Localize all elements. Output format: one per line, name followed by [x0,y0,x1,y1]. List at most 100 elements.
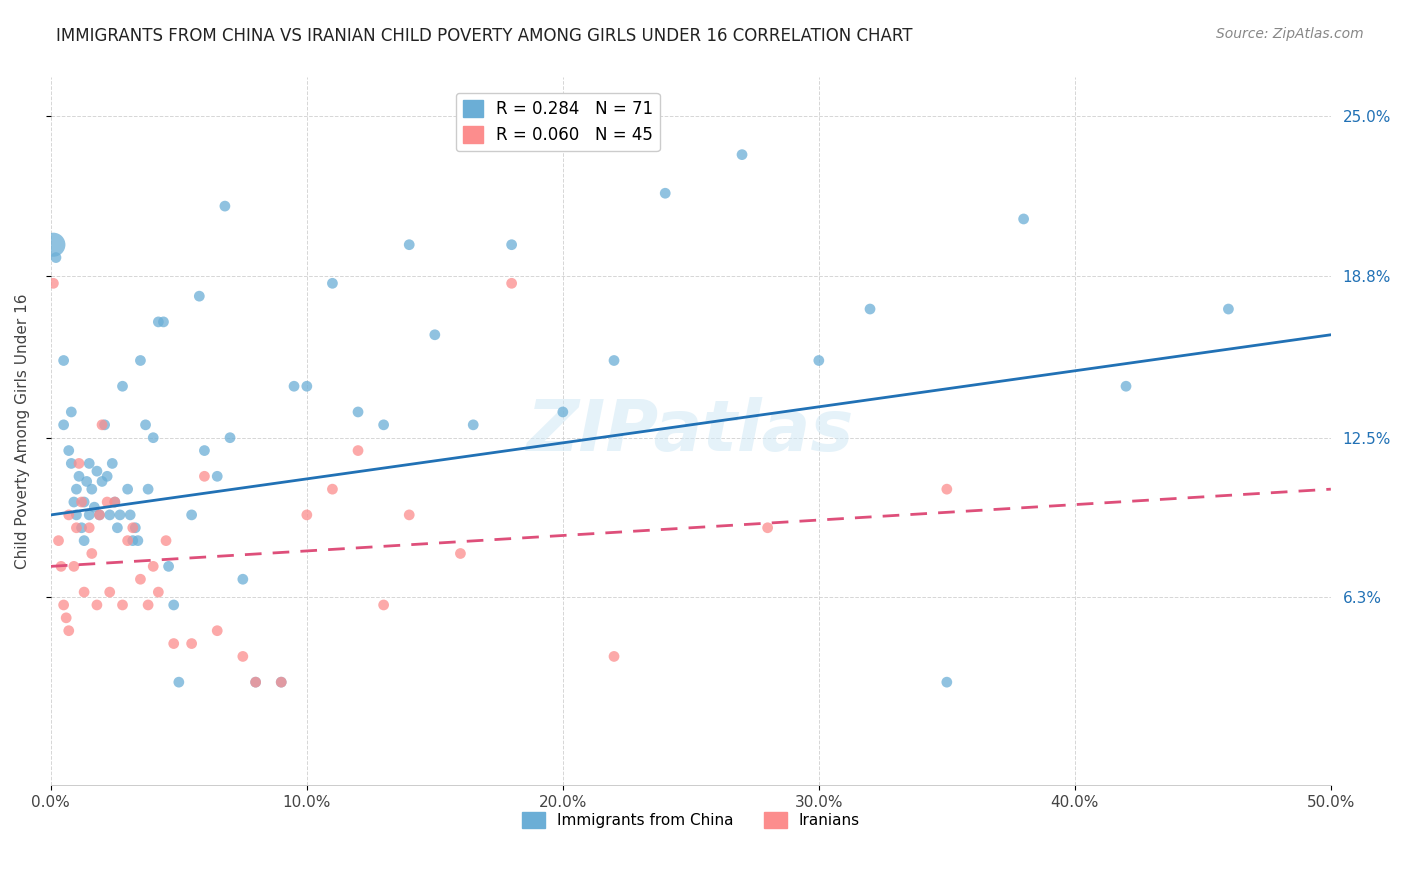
Point [117,482,139,496]
Point [52,353,75,368]
Point [129,572,152,586]
Point [93,417,115,432]
Point [91,417,114,432]
Point [121,533,143,548]
Point [89,508,111,522]
Point [80,547,103,561]
Point [96,469,118,483]
Point [193,469,215,483]
Point [245,675,267,690]
Point [136,482,159,496]
Point [321,277,343,291]
Point [58,508,80,522]
Point [98,585,121,599]
Point [245,675,267,690]
Point [49,559,72,574]
Point [270,675,292,690]
Point [180,508,202,522]
Point [180,636,202,650]
Point [65,482,87,496]
Point [55,611,77,625]
Point [449,547,471,561]
Point [148,585,170,599]
Point [193,443,215,458]
Point [42,237,65,252]
Point [58,624,80,638]
Point [163,636,186,650]
Point [101,457,124,471]
Point [859,301,882,316]
Point [283,379,305,393]
Point [73,533,96,548]
Point [89,508,111,522]
Point [270,675,292,690]
Point [163,598,186,612]
Point [111,598,134,612]
Point [136,598,159,612]
Point [124,521,146,535]
Point [1218,301,1240,316]
Point [127,533,149,548]
Point [104,495,127,509]
Point [105,521,128,535]
Point [52,598,75,612]
Point [86,598,108,612]
Point [121,521,143,535]
Point [108,508,131,522]
Point [83,500,105,515]
Point [463,417,485,432]
Point [155,533,177,548]
Point [207,624,229,638]
Text: ZIPatlas: ZIPatlas [527,397,855,466]
Legend: Immigrants from China, Iranians: Immigrants from China, Iranians [516,805,866,834]
Point [63,559,86,574]
Point [148,315,170,329]
Point [77,457,100,471]
Point [80,482,103,496]
Point [935,482,957,496]
Point [347,405,370,419]
Point [373,598,395,612]
Point [117,533,139,548]
Point [91,475,114,489]
Point [603,649,626,664]
Point [86,464,108,478]
Point [232,572,254,586]
Point [214,199,236,213]
Point [935,675,957,690]
Point [73,495,96,509]
Point [398,237,420,252]
Point [45,251,67,265]
Text: Source: ZipAtlas.com: Source: ZipAtlas.com [1216,27,1364,41]
Point [321,482,343,496]
Text: IMMIGRANTS FROM CHINA VS IRANIAN CHILD POVERTY AMONG GIRLS UNDER 16 CORRELATION : IMMIGRANTS FROM CHINA VS IRANIAN CHILD P… [56,27,912,45]
Point [70,495,93,509]
Point [58,443,80,458]
Point [188,289,211,303]
Point [207,469,229,483]
Point [135,417,157,432]
Point [232,649,254,664]
Point [48,533,70,548]
Point [142,559,165,574]
Point [167,675,190,690]
Point [423,327,446,342]
Point [501,277,523,291]
Point [551,405,574,419]
Point [60,457,83,471]
Point [1115,379,1137,393]
Point [157,559,180,574]
Point [756,521,779,535]
Point [1012,211,1035,226]
Point [60,405,83,419]
Point [373,417,395,432]
Point [65,521,87,535]
Point [77,521,100,535]
Point [807,353,830,368]
Point [654,186,676,201]
Point [347,443,370,458]
Point [120,508,142,522]
Point [63,495,86,509]
Point [111,379,134,393]
Point [603,353,626,368]
